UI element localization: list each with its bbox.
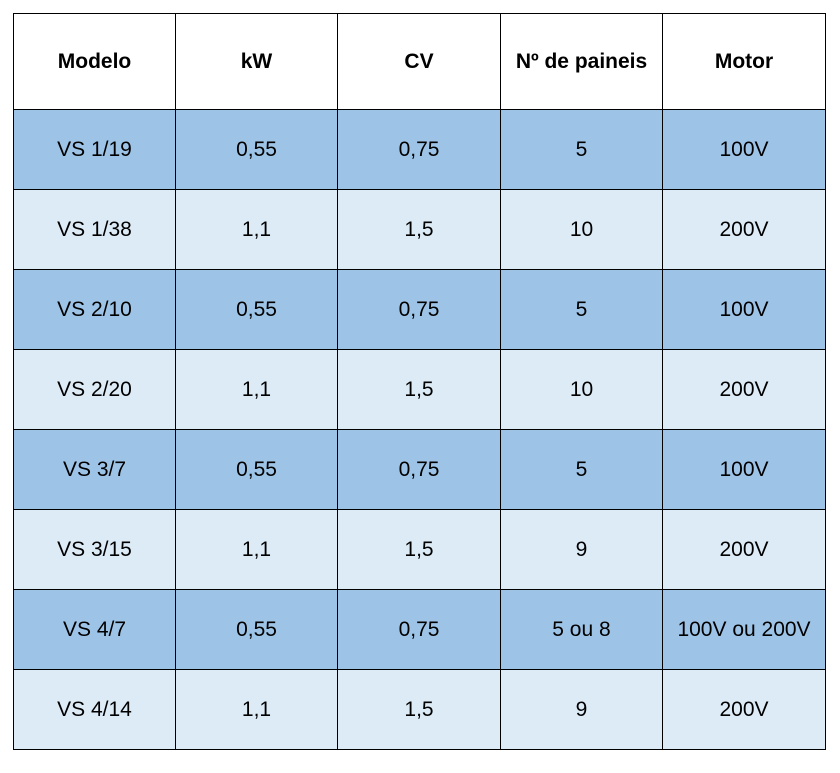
header-paineis: Nº de paineis xyxy=(500,13,663,110)
cell-kw: 0,55 xyxy=(175,429,338,510)
table-body: VS 1/19 0,55 0,75 5 100V VS 1/38 1,1 1,5… xyxy=(13,109,826,750)
cell-cv: 1,5 xyxy=(337,669,501,750)
cell-modelo: VS 3/7 xyxy=(13,429,176,510)
cell-kw: 1,1 xyxy=(175,669,338,750)
cell-cv: 0,75 xyxy=(337,269,501,350)
table-row: VS 2/20 1,1 1,5 10 200V xyxy=(13,349,826,430)
cell-motor: 200V xyxy=(662,189,826,270)
cell-motor: 100V xyxy=(662,109,826,190)
cell-modelo: VS 3/15 xyxy=(13,509,176,590)
cell-paineis: 5 xyxy=(500,429,663,510)
cell-cv: 1,5 xyxy=(337,509,501,590)
header-modelo: Modelo xyxy=(13,13,176,110)
cell-cv: 0,75 xyxy=(337,109,501,190)
cell-kw: 0,55 xyxy=(175,589,338,670)
cell-modelo: VS 2/20 xyxy=(13,349,176,430)
cell-modelo: VS 1/38 xyxy=(13,189,176,270)
cell-kw: 0,55 xyxy=(175,109,338,190)
cell-paineis: 10 xyxy=(500,349,663,430)
cell-kw: 0,55 xyxy=(175,269,338,350)
cell-modelo: VS 4/14 xyxy=(13,669,176,750)
header-cv: CV xyxy=(337,13,501,110)
table-row: VS 1/19 0,55 0,75 5 100V xyxy=(13,109,826,190)
header-row: Modelo kW CV Nº de paineis Motor xyxy=(13,13,826,110)
table-row: VS 1/38 1,1 1,5 10 200V xyxy=(13,189,826,270)
cell-motor: 100V ou 200V xyxy=(662,589,826,670)
table-header: Modelo kW CV Nº de paineis Motor xyxy=(13,13,826,110)
cell-cv: 0,75 xyxy=(337,429,501,510)
cell-paineis: 10 xyxy=(500,189,663,270)
table-row: VS 3/15 1,1 1,5 9 200V xyxy=(13,509,826,590)
cell-kw: 1,1 xyxy=(175,189,338,270)
table-row: VS 4/14 1,1 1,5 9 200V xyxy=(13,669,826,750)
cell-cv: 0,75 xyxy=(337,589,501,670)
cell-paineis: 5 ou 8 xyxy=(500,589,663,670)
cell-kw: 1,1 xyxy=(175,349,338,430)
cell-motor: 200V xyxy=(662,349,826,430)
cell-modelo: VS 2/10 xyxy=(13,269,176,350)
spec-table: Modelo kW CV Nº de paineis Motor VS 1/19… xyxy=(13,13,826,750)
cell-kw: 1,1 xyxy=(175,509,338,590)
cell-paineis: 5 xyxy=(500,269,663,350)
cell-modelo: VS 4/7 xyxy=(13,589,176,670)
cell-motor: 200V xyxy=(662,669,826,750)
cell-paineis: 9 xyxy=(500,669,663,750)
cell-motor: 200V xyxy=(662,509,826,590)
cell-motor: 100V xyxy=(662,269,826,350)
header-kw: kW xyxy=(175,13,338,110)
cell-motor: 100V xyxy=(662,429,826,510)
table-row: VS 2/10 0,55 0,75 5 100V xyxy=(13,269,826,350)
cell-modelo: VS 1/19 xyxy=(13,109,176,190)
cell-cv: 1,5 xyxy=(337,189,501,270)
cell-cv: 1,5 xyxy=(337,349,501,430)
table-row: VS 4/7 0,55 0,75 5 ou 8 100V ou 200V xyxy=(13,589,826,670)
table-row: VS 3/7 0,55 0,75 5 100V xyxy=(13,429,826,510)
cell-paineis: 5 xyxy=(500,109,663,190)
cell-paineis: 9 xyxy=(500,509,663,590)
header-motor: Motor xyxy=(662,13,826,110)
